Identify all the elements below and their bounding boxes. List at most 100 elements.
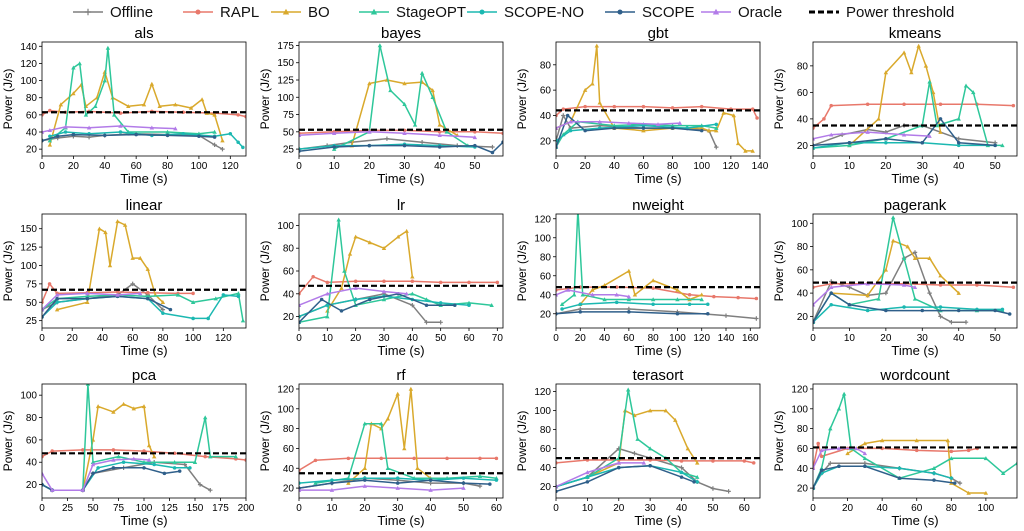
data-point (813, 126, 815, 130)
data-point (353, 279, 358, 284)
y-tick-label: 120 (277, 384, 294, 395)
data-point (379, 421, 384, 426)
data-point (949, 449, 954, 454)
y-tick-label: 40 (540, 290, 552, 301)
data-point (813, 143, 815, 148)
data-point (206, 316, 210, 321)
data-point (993, 308, 997, 313)
data-point (585, 475, 590, 479)
data-point (141, 102, 147, 107)
data-point (212, 135, 217, 139)
series-line-rapl (556, 105, 758, 119)
data-point (191, 316, 195, 321)
data-point (949, 476, 954, 480)
chart-panel-pagerank: pagerank Power (J/s) Time (s) 0 10 20 30 40 50 20… (772, 197, 1018, 358)
data-point (916, 43, 921, 48)
plot-frame (298, 213, 504, 329)
plot-frame (812, 213, 1018, 329)
x-tick-label: 120 (215, 333, 232, 344)
data-point (346, 480, 351, 485)
data-point (751, 461, 756, 465)
y-tick-label: 150 (20, 224, 37, 235)
data-point (175, 292, 181, 297)
data-point (813, 302, 816, 307)
data-point (395, 481, 400, 485)
legend-label: Oracle (738, 3, 783, 21)
data-point (381, 246, 387, 250)
data-point (865, 308, 870, 313)
x-tick-label: 200 (238, 503, 255, 514)
x-axis-label: Time (s) (634, 343, 681, 358)
data-point (42, 307, 45, 312)
y-tick-label: 60 (797, 88, 809, 99)
plot-frame (41, 213, 247, 329)
x-tick-label: 50 (990, 333, 1002, 344)
data-point (971, 90, 976, 95)
x-tick-label: 0 (553, 333, 559, 344)
data-point (490, 144, 495, 150)
y-tick-label: 120 (534, 387, 551, 398)
x-tick-label: 30 (645, 503, 657, 514)
data-point (330, 478, 334, 482)
data-point (299, 314, 301, 319)
data-point (228, 131, 233, 136)
data-point (142, 466, 146, 470)
data-point (115, 290, 120, 294)
data-point (625, 387, 631, 392)
data-point (614, 300, 619, 305)
data-point (203, 454, 207, 459)
y-tick-label: 140 (20, 42, 37, 53)
data-point (379, 456, 384, 461)
data-point (876, 116, 881, 121)
x-tick-label: 0 (296, 503, 302, 514)
data-point (912, 285, 918, 290)
data-point (501, 140, 503, 144)
x-tick-label: 60 (463, 333, 475, 344)
y-tick-label: 120 (791, 384, 808, 395)
x-tick-label: 140 (752, 161, 769, 172)
legend-label: StageOPT (396, 3, 467, 21)
data-point (956, 308, 961, 313)
data-point (914, 438, 919, 443)
y-tick-label: 40 (797, 114, 809, 125)
x-tick-label: 30 (399, 161, 411, 172)
data-point (920, 308, 925, 313)
x-axis-label: Time (s) (891, 513, 938, 528)
data-point (865, 102, 870, 107)
y-tick-label: 40 (26, 458, 38, 469)
chart-panel-lr: lr Power (J/s) Time (s) 0 10 20 30 40 50 60 70 20 40… (258, 197, 504, 358)
data-point (145, 266, 150, 271)
data-point (141, 404, 147, 409)
x-tick-label: 10 (329, 161, 341, 172)
x-tick-label: 80 (162, 161, 174, 172)
data-point (841, 391, 847, 396)
series-line-offline (556, 114, 717, 148)
data-point (146, 457, 152, 462)
y-tick-label: 80 (540, 60, 552, 71)
data-point (590, 287, 595, 292)
series-line-scope (556, 464, 695, 493)
data-point (819, 448, 824, 453)
chart-title: als (134, 25, 153, 42)
data-point (182, 462, 187, 467)
plot-area (556, 214, 760, 321)
data-point (42, 129, 45, 134)
data-point (42, 307, 45, 312)
data-point (583, 128, 587, 133)
legend-label: SCOPE-NO (504, 3, 585, 21)
data-point (714, 128, 719, 133)
x-tick-label: 80 (667, 161, 679, 172)
data-point (556, 292, 559, 297)
data-point (923, 63, 929, 68)
data-point (192, 460, 198, 464)
data-point (890, 215, 896, 220)
x-axis-label: Time (s) (891, 343, 938, 358)
x-axis-label: Time (s) (120, 171, 167, 186)
data-point (679, 459, 684, 463)
data-point (884, 137, 888, 141)
x-axis-label: Time (s) (120, 513, 167, 528)
data-point (847, 302, 852, 307)
data-point (478, 456, 482, 461)
plot-area (299, 217, 503, 325)
